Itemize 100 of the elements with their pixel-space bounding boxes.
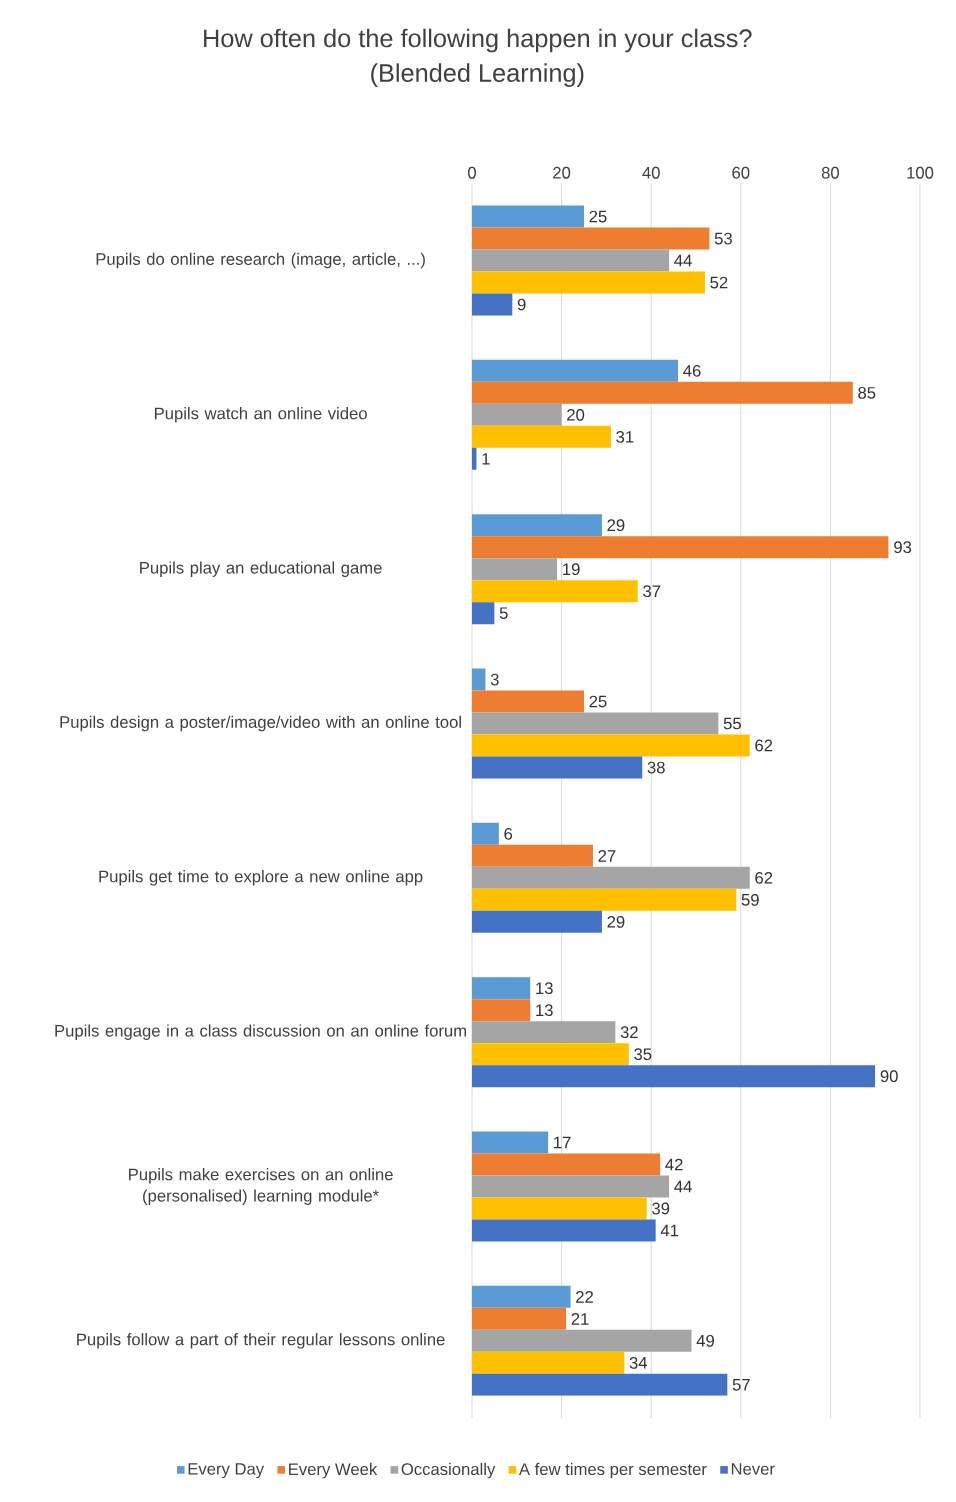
legend-label: Never [731,1463,775,1475]
y-tick-label: Pupils watch an online video [154,407,367,423]
data-label: 57 [732,1379,750,1391]
data-label: 1 [482,453,490,465]
data-label: 44 [674,254,692,267]
bar [472,1153,661,1176]
data-label: 3 [490,673,499,686]
bar [472,602,495,625]
bar [472,425,611,448]
data-label: 6 [504,827,513,840]
bar [472,403,562,426]
bar [472,888,737,911]
bar [472,359,679,382]
bar [472,1307,567,1330]
legend-label: Occasionally [401,1462,496,1479]
data-label: 25 [589,210,607,223]
data-label: 62 [755,739,773,752]
bar [472,712,719,735]
bar [472,1329,692,1352]
bar [472,558,558,581]
data-label: 85 [858,386,876,399]
data-label: 25 [589,695,607,708]
bar [472,1351,625,1374]
x-tick-label: 0 [468,166,476,179]
y-tick-label: Pupils design a poster/image/video with an online tool [60,715,461,732]
bar [472,1175,670,1198]
data-label: 90 [880,1070,898,1083]
legend-label: A few times per semester [518,1462,707,1479]
chart-subtitle: (Blended Learning) [371,63,584,87]
data-label: 20 [567,408,585,421]
data-label: 17 [554,1136,571,1149]
bar [472,536,889,559]
bar [472,977,531,1000]
bar [472,844,593,867]
bar [472,1043,629,1066]
bar [472,249,670,272]
data-label: 52 [710,276,728,289]
bar [472,271,705,294]
bar [472,205,584,228]
data-label: 27 [598,850,616,862]
x-tick-label: 100 [907,166,934,179]
data-label: 93 [894,541,912,554]
data-label: 21 [571,1313,589,1325]
legend-label: Every Day [188,1463,265,1479]
bar [472,1131,549,1154]
bar [472,866,750,889]
data-label: 31 [616,430,634,443]
bar [472,227,710,250]
y-tick-label: Pupils get time to explore a new online app [99,870,423,886]
bar [472,1373,728,1396]
bar [472,822,499,845]
data-label: 62 [755,871,773,884]
data-label: 49 [696,1334,714,1347]
data-label: 55 [723,717,741,730]
bar [472,756,643,779]
x-tick-label: 60 [732,166,750,179]
y-tick-label: Pupils engage in a class discussion on an online forum [55,1024,467,1040]
data-label: 29 [607,519,625,532]
data-label: 5 [499,607,508,619]
data-label: 13 [536,1004,553,1017]
bar [472,1197,647,1220]
bar [472,734,750,757]
y-tick-label: Pupils play an educational game [140,561,382,577]
x-tick-label: 40 [642,166,660,179]
data-label: 32 [620,1026,638,1039]
data-label: 9 [517,298,526,311]
bar [472,668,486,691]
data-label: 13 [536,982,553,995]
data-label: 22 [576,1291,593,1303]
data-label: 35 [634,1048,652,1061]
data-label: 42 [665,1158,683,1171]
data-label: 34 [629,1356,648,1369]
bar [472,1285,571,1308]
data-label: 41 [660,1224,679,1237]
y-tick-label: Pupils do online research (image, article, ...) [96,252,425,269]
bar [472,293,513,316]
y-tick-label: Pupils follow a part of their regular lessons online [77,1333,445,1349]
x-tick-label: 20 [553,166,571,179]
data-label: 59 [741,893,759,906]
data-label: 53 [714,232,732,245]
bar [472,1065,876,1088]
data-label: 46 [683,364,701,377]
bar [472,690,584,713]
chart-title: How often do the following happen in your class? [204,28,752,53]
data-label: 38 [647,761,665,774]
bar [472,999,531,1022]
data-label: 37 [643,585,661,598]
y-tick-label: Pupils make exercises on an online (personalised) learning module* [129,1168,393,1205]
x-tick-label: 80 [821,166,840,179]
data-label: 29 [607,915,625,928]
bar [472,580,638,603]
bar [472,514,602,537]
data-label: 44 [674,1180,692,1193]
data-label: 19 [563,563,580,576]
data-label: 39 [652,1202,670,1215]
legend-label: Every Week [289,1462,378,1479]
bar [472,381,853,404]
bar [472,910,602,933]
bar [472,1021,616,1044]
bar [472,1219,656,1242]
